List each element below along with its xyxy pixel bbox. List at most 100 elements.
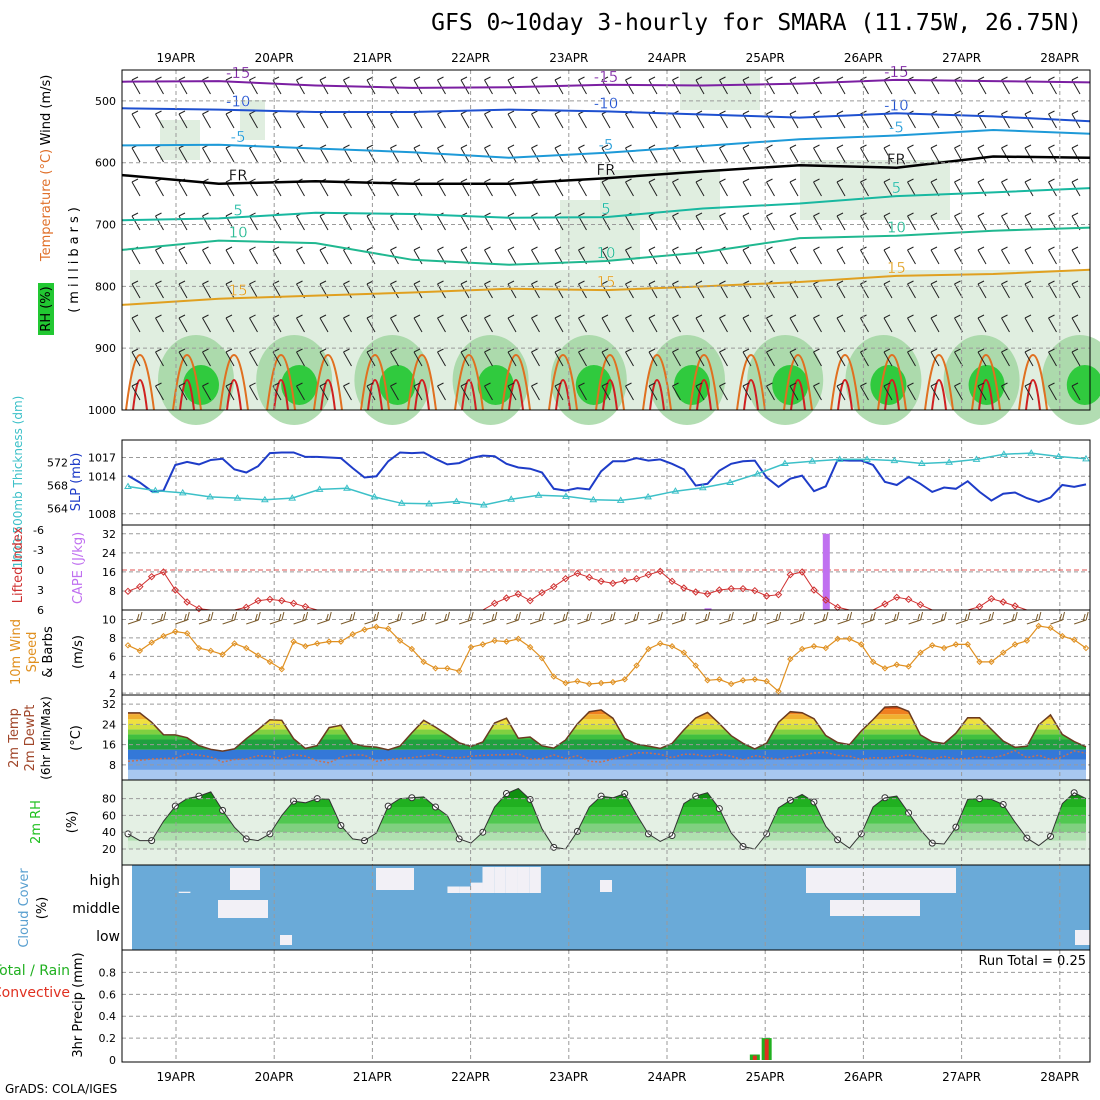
cloud-patch xyxy=(230,868,260,890)
wind-tick-label: 8 xyxy=(109,632,116,645)
wind-barb xyxy=(578,212,587,231)
li-tick-label: 0 xyxy=(37,564,44,577)
wind-barb xyxy=(1024,348,1034,367)
wind-barb xyxy=(742,348,752,367)
wind-barb xyxy=(529,611,545,625)
wind-barb xyxy=(908,611,924,625)
wind-barb xyxy=(296,348,305,367)
wind-barb xyxy=(955,611,971,625)
slp-tick-label: 1014 xyxy=(88,470,116,483)
wind-barb xyxy=(719,212,728,231)
date-label-top: 22APR xyxy=(451,51,490,65)
li-point xyxy=(786,570,795,579)
li-point xyxy=(715,586,724,594)
low-level-isotherm xyxy=(407,354,437,411)
cloud-patch xyxy=(280,935,292,945)
wind-point xyxy=(834,635,841,643)
temp-tick-label: 32 xyxy=(102,698,116,711)
isotherm-label: -5 xyxy=(599,136,614,154)
wind-unit-label: (m/s) xyxy=(71,635,86,669)
wind-barb xyxy=(601,212,611,231)
cloud-cell xyxy=(517,867,530,893)
wind-barb xyxy=(672,246,681,265)
wind-barb xyxy=(1071,280,1081,299)
wind-barb xyxy=(883,246,893,265)
temp-unit-label: (°C) xyxy=(69,725,84,751)
wind-barb xyxy=(813,246,822,265)
wind-barb xyxy=(601,348,611,367)
date-label-bottom: 23APR xyxy=(549,1070,588,1084)
wind-barb xyxy=(437,348,446,367)
li-point xyxy=(798,568,806,576)
wind-point xyxy=(810,643,818,650)
chart-title: GFS 0~10day 3-hourly for SMARA (11.75W, … xyxy=(431,10,1082,36)
wind-barb xyxy=(296,76,305,95)
precip-conv-bar xyxy=(764,1039,769,1060)
cloud-patch xyxy=(218,900,268,918)
wind-barb xyxy=(484,280,493,299)
wind-barb xyxy=(225,110,235,129)
li-point xyxy=(774,590,783,599)
low-level-isotherm xyxy=(273,379,289,411)
wind-barb xyxy=(766,76,775,95)
low-level-isotherm xyxy=(649,379,665,411)
wind-barb xyxy=(907,348,916,367)
wind-barb xyxy=(860,212,869,231)
wind-barb xyxy=(648,382,658,401)
wind-barb xyxy=(531,246,540,265)
wind-barb xyxy=(249,246,258,265)
li-tick-label: -3 xyxy=(33,544,44,557)
precip-label: 3hr Precip (mm) xyxy=(71,952,86,1057)
low-level-isotherm xyxy=(978,379,994,411)
wind-barb xyxy=(1048,144,1057,163)
wind-barb xyxy=(131,348,141,367)
wind-barb xyxy=(836,348,846,367)
wind-barb xyxy=(766,212,775,231)
thickness-label: 1000-500mb Thickness (dm) xyxy=(11,396,25,569)
wind-point xyxy=(716,676,723,683)
low-level-isotherm xyxy=(971,354,1001,411)
isotherm-label: 15 xyxy=(229,282,248,300)
date-label-bottom: 19APR xyxy=(156,1070,195,1084)
wind-barb xyxy=(813,314,822,333)
cloud-cell xyxy=(494,867,506,893)
low-level-isotherm xyxy=(830,354,860,411)
cloud-cell xyxy=(470,882,483,893)
date-label-bottom: 20APR xyxy=(255,1070,294,1084)
wind-barb xyxy=(1071,144,1081,163)
wind-barb xyxy=(860,382,869,401)
rh-shading xyxy=(160,120,200,160)
isotherm-label: 10 xyxy=(887,219,906,237)
wind-barb xyxy=(672,348,681,367)
temp-band xyxy=(128,749,1086,760)
low-level-isotherm xyxy=(360,354,390,411)
rh-band xyxy=(128,840,1086,849)
wind-barb xyxy=(506,611,521,625)
temp-tick-label: 16 xyxy=(102,739,116,752)
wind-label: & Barbs xyxy=(41,626,56,678)
isotherm-label: -15 xyxy=(226,64,251,82)
wind-barb xyxy=(507,348,517,367)
temp-band xyxy=(128,769,1086,780)
wind-barb xyxy=(625,76,634,95)
li-tick-label: -6 xyxy=(33,524,44,537)
wind-barb xyxy=(977,348,987,367)
wind-barb xyxy=(1026,611,1042,625)
wind-barb xyxy=(907,212,916,231)
wind-barb xyxy=(907,314,916,333)
wind-point xyxy=(976,658,983,666)
thickness-tick-label: 572 xyxy=(47,456,68,469)
wind-barb xyxy=(813,348,822,367)
wind-barb xyxy=(954,382,963,401)
wind-barb xyxy=(742,246,752,265)
wind-barb xyxy=(155,212,164,231)
wind-barb xyxy=(977,382,987,401)
pressure-tick-label: 700 xyxy=(95,219,116,232)
isotherm-label: -10 xyxy=(226,93,251,111)
rh-label: RH (%) xyxy=(39,286,54,331)
dewpt-label: 2m DewPt xyxy=(23,705,38,772)
date-label-top: 24APR xyxy=(647,51,686,65)
wind-barb xyxy=(789,246,799,265)
wind-barb xyxy=(742,314,752,333)
low-level-isotherm xyxy=(837,379,853,411)
